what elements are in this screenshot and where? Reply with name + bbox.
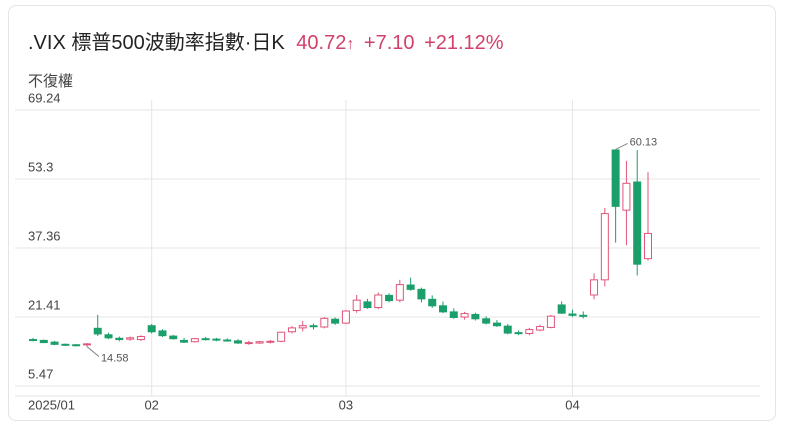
- candle-body: [536, 326, 545, 331]
- header: .VIX 標普500波動率指數·日K 40.72↑ +7.10 +21.12%: [28, 26, 504, 55]
- candle-body: [158, 330, 167, 337]
- candle-body: [255, 341, 264, 344]
- max-pointer: [615, 142, 628, 150]
- candle-body: [449, 311, 458, 318]
- candle-body: [234, 340, 242, 344]
- candle-body: [374, 294, 383, 309]
- candle-body: [201, 338, 210, 341]
- candle-body: [287, 327, 296, 333]
- candle-body: [428, 298, 437, 307]
- x-tick-label: 04: [565, 397, 579, 412]
- candle-body: [385, 294, 394, 302]
- candle-body: [212, 338, 221, 341]
- y-tick-label: 37.36: [28, 228, 61, 243]
- candle-body: [72, 344, 81, 347]
- candle-body: [309, 325, 318, 328]
- candle-body: [147, 325, 156, 333]
- card: [8, 5, 776, 421]
- candle-body: [115, 337, 124, 341]
- candle-body: [277, 331, 286, 342]
- candle-body: [590, 279, 599, 296]
- candle-body: [363, 301, 372, 309]
- candle-body: [126, 337, 135, 340]
- candle-body: [180, 339, 189, 343]
- candle-body: [104, 334, 113, 339]
- candle-body: [395, 284, 404, 301]
- y-tick-label: 69.24: [28, 90, 61, 105]
- candle-body: [611, 149, 620, 207]
- title: .VIX 標普500波動率指數·日K: [28, 32, 285, 54]
- candle-body: [568, 313, 577, 316]
- candle-body: [50, 341, 59, 345]
- min-label: 14.58: [101, 352, 129, 364]
- x-tick-label: 02: [144, 397, 158, 412]
- candle-body: [503, 325, 512, 334]
- candle-body: [600, 213, 609, 281]
- candle-body: [352, 299, 361, 312]
- candle-body: [320, 317, 329, 328]
- candle-body: [244, 342, 253, 345]
- candle-body: [331, 318, 340, 324]
- y-tick-label: 21.41: [28, 297, 61, 312]
- x-tick-label: 2025/01: [28, 397, 75, 412]
- candle-body: [61, 343, 70, 346]
- candle-body: [341, 310, 350, 324]
- max-label: 60.13: [630, 136, 658, 148]
- y-tick-label: 5.47: [28, 366, 53, 381]
- candle-body: [82, 343, 91, 346]
- candle-body: [417, 288, 426, 300]
- price: 40.72: [296, 32, 347, 54]
- candle-body: [557, 304, 566, 314]
- candle-body: [93, 327, 102, 335]
- candle-body: [525, 329, 534, 335]
- min-pointer: [86, 346, 100, 357]
- y-tick-label: 53.3: [28, 159, 53, 174]
- candle-body: [514, 332, 523, 335]
- subtitle: 不復權: [28, 73, 73, 90]
- candle-body: [169, 335, 178, 340]
- candle-body: [644, 232, 652, 260]
- up-arrow: ↑: [346, 36, 355, 53]
- candle-body: [190, 338, 199, 343]
- candle-body: [546, 315, 555, 328]
- x-tick-label: 03: [339, 397, 353, 412]
- candle-body: [471, 313, 480, 320]
- candle-body: [482, 318, 491, 324]
- candle-body: [298, 325, 307, 329]
- candle-body: [492, 322, 501, 327]
- candle-body: [29, 339, 37, 342]
- candle-body: [266, 340, 275, 343]
- candle-body: [39, 339, 48, 344]
- candle-body: [223, 339, 232, 342]
- candle-body: [136, 336, 145, 341]
- candle-body: [460, 313, 469, 318]
- candle-body: [406, 284, 415, 290]
- candle-body: [579, 314, 588, 317]
- change-pct: +21.12%: [424, 32, 504, 54]
- candle-body: [622, 182, 631, 211]
- candle-body: [439, 305, 447, 313]
- change: +7.10: [363, 32, 415, 54]
- candle-body: [633, 181, 642, 265]
